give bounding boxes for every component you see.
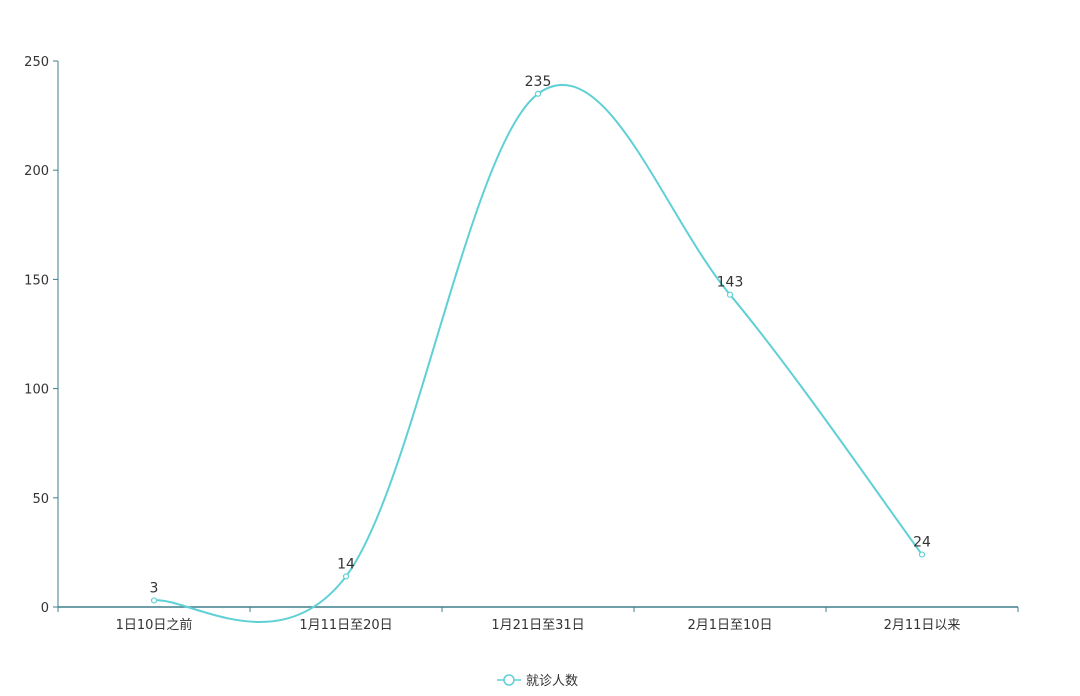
data-point <box>918 551 926 558</box>
y-tick-label: 150 <box>24 273 49 288</box>
y-tick-label: 0 <box>41 601 49 616</box>
x-tick-label: 2月1日至10日 <box>687 618 772 633</box>
x-tick-label: 2月11日以来 <box>884 618 961 633</box>
data-label: 3 <box>150 580 159 596</box>
x-tick-label: 1月11日至20日 <box>299 618 392 633</box>
data-label: 143 <box>717 275 744 291</box>
legend-marker-icon <box>503 674 515 686</box>
data-label: 24 <box>913 535 931 551</box>
data-point <box>342 573 350 580</box>
data-label: 235 <box>525 74 552 90</box>
legend-label: 就诊人数 <box>526 674 578 689</box>
data-label: 14 <box>337 556 355 572</box>
y-tick-label: 200 <box>24 164 49 179</box>
data-point <box>150 597 158 604</box>
data-point <box>726 291 734 298</box>
series-line <box>153 84 923 623</box>
data-point <box>534 90 542 97</box>
x-tick-label: 1月21日至31日 <box>491 618 584 633</box>
y-tick-label: 50 <box>32 492 49 507</box>
x-tick-label: 1日10日之前 <box>116 617 193 633</box>
y-tick-label: 100 <box>24 383 49 398</box>
y-tick-label: 250 <box>24 55 49 70</box>
